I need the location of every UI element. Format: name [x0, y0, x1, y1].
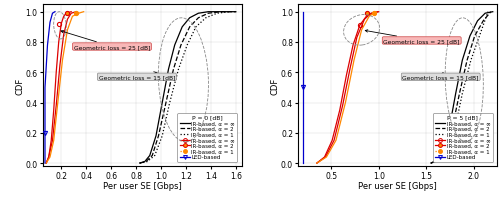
Legend: IR-based, α = ∞, IR-based, α = 2, IR-based, α = 1, IR-based, α = ∞, IR-based, α : IR-based, α = ∞, IR-based, α = 2, IR-bas… — [178, 113, 238, 162]
X-axis label: Per user SE [Gbps]: Per user SE [Gbps] — [103, 181, 182, 190]
Text: Geometric loss = 15 [dB]: Geometric loss = 15 [dB] — [98, 72, 175, 80]
Y-axis label: CDF: CDF — [270, 77, 280, 94]
Text: Geometric loss = 25 [dB]: Geometric loss = 25 [dB] — [61, 31, 150, 50]
Legend: IR-based, α = ∞, IR-based, α = 2, IR-based, α = 1, IR-based, α = ∞, IR-based, α : IR-based, α = ∞, IR-based, α = 2, IR-bas… — [433, 113, 492, 162]
X-axis label: Per user SE [Gbps]: Per user SE [Gbps] — [358, 181, 437, 190]
Text: Geometric loss = 15 [dB]: Geometric loss = 15 [dB] — [402, 73, 479, 80]
Y-axis label: CDF: CDF — [15, 77, 24, 94]
Text: Geometric loss = 25 [dB]: Geometric loss = 25 [dB] — [366, 31, 460, 44]
